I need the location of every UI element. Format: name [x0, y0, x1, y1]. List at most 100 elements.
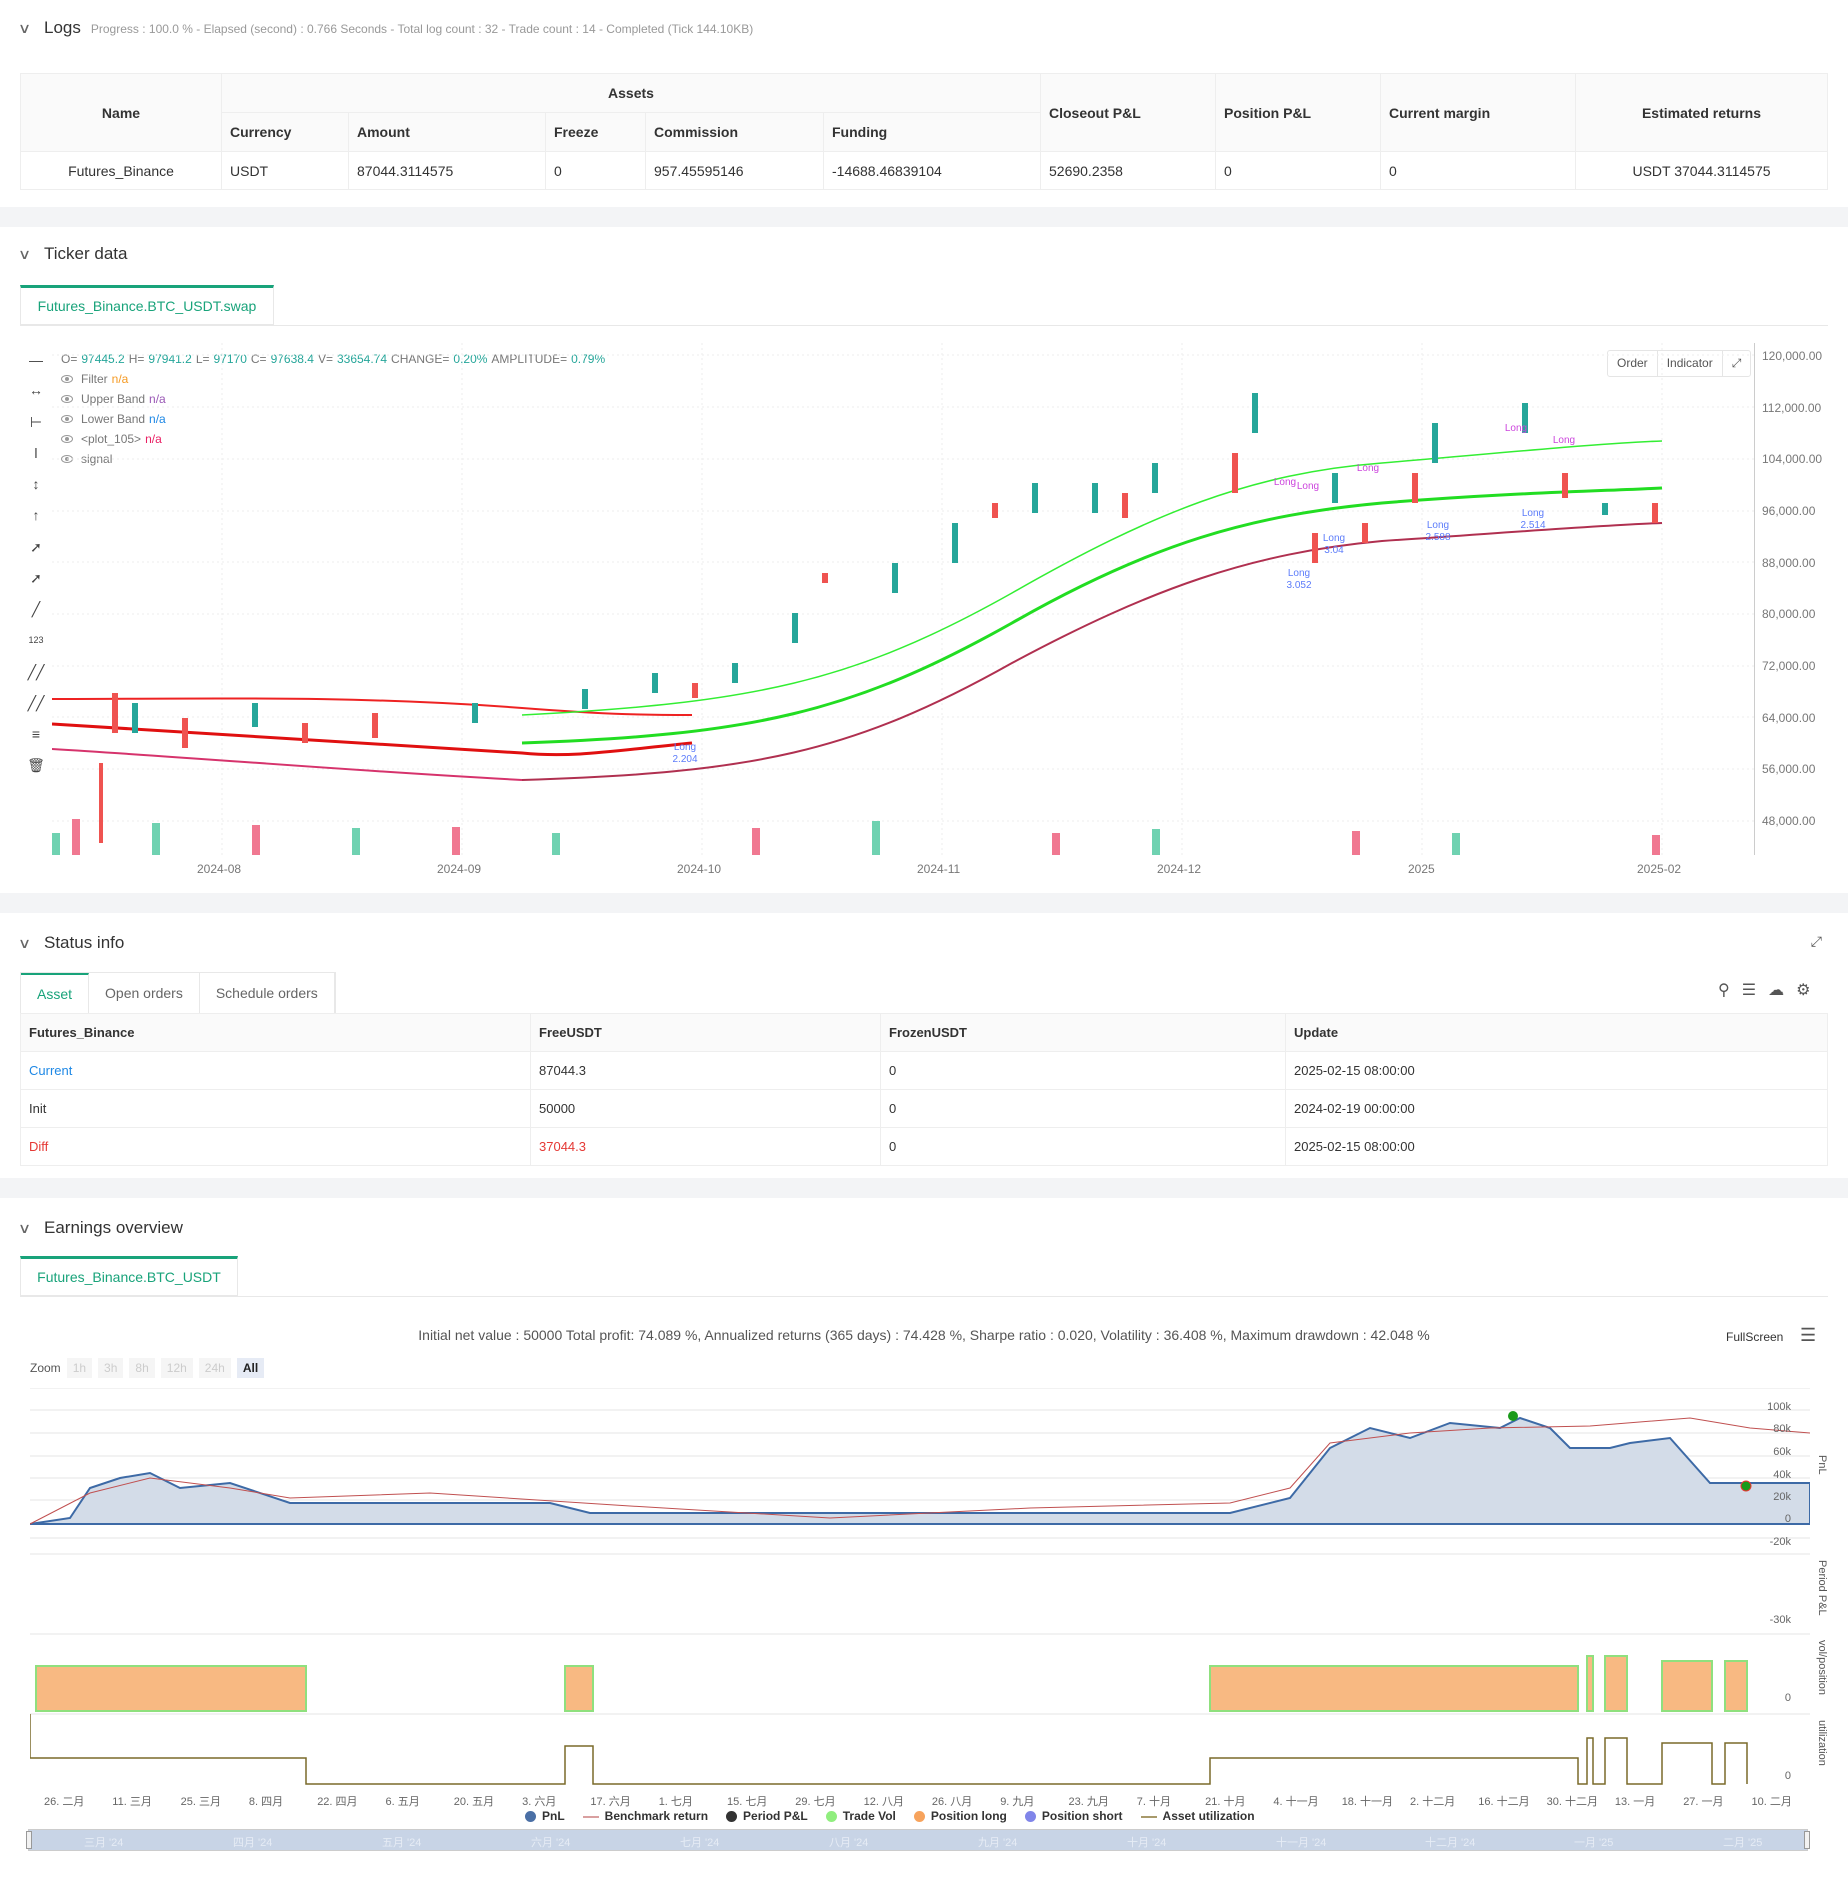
ticker-header[interactable]: ∨ Ticker data: [17, 244, 128, 264]
gear-icon[interactable]: ⚙: [1796, 982, 1811, 999]
chevron-down-icon[interactable]: ∨: [17, 246, 32, 262]
navigator-label: 九月 '24: [978, 1837, 1018, 1849]
status-header[interactable]: ∨ Status info: [17, 933, 124, 953]
y-tick: 104,000.00: [1762, 452, 1823, 466]
svg-text:Long: Long: [1297, 481, 1319, 492]
zoom-controls: Zoom 1h 3h 8h 12h 24h All: [30, 1358, 265, 1378]
fib-tool-icon[interactable]: ╱╱: [27, 695, 45, 711]
zoom-24h-button[interactable]: 24h: [198, 1358, 231, 1378]
legend-asset-utilization[interactable]: Asset utilization: [1140, 1809, 1255, 1823]
price-axis: [1754, 343, 1755, 855]
cloud-download-icon[interactable]: ☁: [1768, 982, 1785, 999]
logs-section: ∨ Logs Progress : 100.0 % - Elapsed (sec…: [0, 0, 1848, 205]
chevron-down-icon[interactable]: ∨: [17, 1220, 32, 1236]
chevron-down-icon[interactable]: ∨: [17, 20, 32, 36]
hamburger-menu-icon[interactable]: ☰: [1800, 1325, 1817, 1345]
x-date-tick: 25. 三月: [180, 1796, 221, 1808]
search-icon[interactable]: ⚲: [1718, 982, 1730, 999]
svg-text:Long: Long: [1505, 423, 1527, 434]
horizontal-line-tool-icon[interactable]: ↔: [29, 382, 43, 398]
fib-retracement-tool-icon[interactable]: ≡: [31, 726, 41, 742]
trend-line-tool-icon[interactable]: ➚: [30, 539, 42, 555]
ray-line-tool-icon[interactable]: ➚: [30, 570, 42, 586]
legend-benchmark[interactable]: Benchmark return: [582, 1809, 708, 1823]
zoom-12h-button[interactable]: 12h: [160, 1358, 193, 1378]
cell: -14688.46839104: [823, 151, 1041, 190]
price-label-tool-icon[interactable]: 123: [28, 635, 44, 645]
y-tick: 64,000.00: [1762, 711, 1816, 725]
fullscreen-button[interactable]: FullScreen: [1726, 1330, 1784, 1344]
panel-label-period-pl: Period P&L: [1816, 1560, 1828, 1616]
navigator-left-handle[interactable]: [26, 1831, 32, 1849]
logs-title: Logs: [44, 18, 81, 37]
cell: 2024-02-19 00:00:00: [1285, 1089, 1828, 1128]
eye-icon[interactable]: [61, 415, 73, 423]
cell: Futures_Binance: [20, 151, 222, 190]
svg-text:Long: Long: [674, 742, 696, 753]
zoom-all-button[interactable]: All: [236, 1358, 265, 1378]
legend-plot-105[interactable]: <plot_105> n/a: [61, 432, 162, 446]
table-row: Futures_Binance USDT 87044.3114575 0 957…: [20, 151, 1828, 190]
zoom-3h-button[interactable]: 3h: [98, 1358, 124, 1378]
legend-position-long[interactable]: Position long: [913, 1809, 1007, 1823]
legend-trade-vol[interactable]: Trade Vol: [825, 1809, 896, 1823]
eye-icon[interactable]: [61, 435, 73, 443]
tab-schedule-orders[interactable]: Schedule orders: [200, 973, 335, 1013]
logs-header[interactable]: ∨ Logs Progress : 100.0 % - Elapsed (sec…: [17, 18, 754, 38]
legend-lower-band[interactable]: Lower Band n/a: [61, 412, 166, 426]
zoom-1h-button[interactable]: 1h: [66, 1358, 93, 1378]
earnings-header[interactable]: ∨ Earnings overview: [17, 1218, 183, 1238]
horizontal-ray-tool-icon[interactable]: —: [29, 352, 43, 368]
legend-upper-band[interactable]: Upper Band n/a: [61, 392, 166, 406]
eye-icon[interactable]: [61, 375, 73, 383]
period-tick: -30k: [1769, 1614, 1791, 1626]
svg-text:3.04: 3.04: [1324, 545, 1344, 556]
table-row: Diff 37044.3 0 2025-02-15 08:00:00: [20, 1127, 1828, 1166]
trash-icon[interactable]: 🗑: [27, 757, 45, 773]
navigator-label: 十月 '24: [1127, 1837, 1167, 1849]
legend-pnl[interactable]: PnL: [525, 1809, 565, 1823]
legend-position-short[interactable]: Position short: [1024, 1809, 1123, 1823]
x-date-tick: 13. 一月: [1614, 1796, 1656, 1808]
tab-ticker-symbol[interactable]: Futures_Binance.BTC_USDT.swap: [20, 285, 274, 325]
row-label-current[interactable]: Current: [20, 1051, 531, 1090]
expand-icon[interactable]: ⤢: [1810, 933, 1822, 949]
eye-icon[interactable]: [61, 395, 73, 403]
fullscreen-icon[interactable]: ⤢: [1731, 356, 1742, 370]
tab-open-orders[interactable]: Open orders: [89, 973, 200, 1013]
tab-earnings-symbol[interactable]: Futures_Binance.BTC_USDT: [20, 1256, 238, 1296]
x-date-tick: 2. 十二月: [1410, 1796, 1456, 1808]
straight-line-tool-icon[interactable]: ╱: [31, 601, 41, 617]
x-date-tick: 26. 八月: [931, 1796, 973, 1808]
vertical-segment-tool-icon[interactable]: ↕: [32, 476, 40, 492]
cell: 87044.3114575: [348, 151, 546, 190]
vertical-ray-tool-icon[interactable]: ↑: [32, 507, 40, 523]
menu-icon[interactable]: ☰: [1741, 982, 1757, 999]
col-frozen: FrozenUSDT: [880, 1013, 1286, 1052]
cell: 0: [880, 1127, 1286, 1166]
time-navigator[interactable]: 三月 '24 四月 '24 五月 '24 六月 '24 七月 '24 八月 '24 九月 '…: [26, 1829, 1810, 1851]
x-date-tick: 30. 十二月: [1546, 1796, 1598, 1808]
col-freeze: Freeze: [545, 112, 646, 152]
x-date-tick: 4. 十一月: [1273, 1796, 1319, 1808]
zoom-8h-button[interactable]: 8h: [129, 1358, 155, 1378]
legend-filter[interactable]: Filter n/a: [61, 372, 128, 386]
earnings-chart[interactable]: [30, 1388, 1810, 1788]
cell: 0: [880, 1051, 1286, 1090]
order-button[interactable]: Order: [1608, 351, 1658, 376]
logs-subtitle: Progress : 100.0 % - Elapsed (second) : …: [90, 22, 754, 36]
svg-text:3.052: 3.052: [1286, 580, 1311, 591]
cell: USDT: [221, 151, 349, 190]
vertical-line-tool-icon[interactable]: ǀ: [34, 445, 38, 461]
indicator-button[interactable]: Indicator: [1658, 351, 1723, 376]
navigator-right-handle[interactable]: [1804, 1831, 1810, 1849]
x-date-tick: 15. 七月: [727, 1796, 768, 1808]
y-tick: 48,000.00: [1762, 814, 1816, 828]
horizontal-segment-tool-icon[interactable]: ⊢: [29, 414, 43, 430]
legend-period-pl[interactable]: Period P&L: [726, 1809, 808, 1823]
tab-asset[interactable]: Asset: [21, 973, 90, 1013]
chevron-down-icon[interactable]: ∨: [17, 935, 32, 951]
x-date-tick: 12. 八月: [863, 1796, 904, 1808]
parallel-channel-tool-icon[interactable]: ╱╱: [27, 664, 45, 680]
